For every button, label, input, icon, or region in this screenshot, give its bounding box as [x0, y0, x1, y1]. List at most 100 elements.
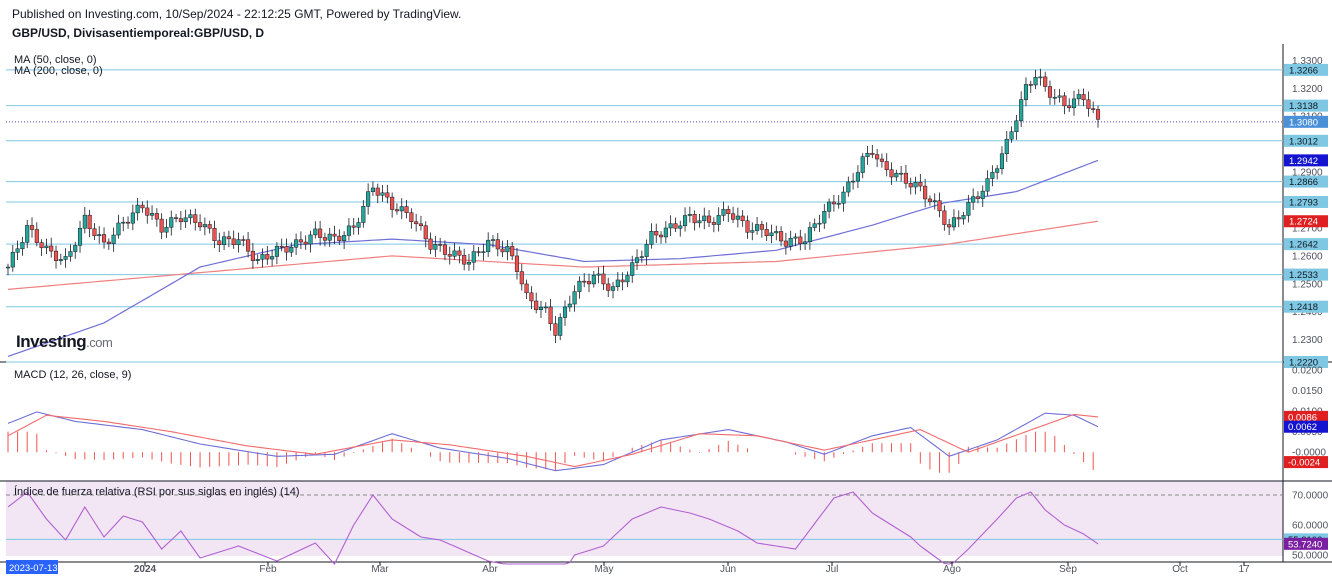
- candle-body: [985, 178, 990, 192]
- published-info: Published on Investing.com, 10/Sep/2024 …: [12, 7, 462, 21]
- candle-body: [927, 198, 932, 202]
- candle-body: [999, 153, 1005, 169]
- ma50-line: [7, 159, 1099, 357]
- candle-body: [217, 240, 222, 245]
- candle-body: [500, 248, 505, 253]
- candle-body: [980, 190, 985, 199]
- candle-body: [942, 210, 947, 225]
- price-label-level: 1.2220: [1289, 358, 1318, 369]
- candle-body: [975, 196, 981, 199]
- candle-body: [246, 239, 251, 252]
- candle-body: [178, 218, 183, 223]
- candle-body: [111, 234, 116, 244]
- candle-body: [836, 203, 841, 205]
- candle-body: [25, 225, 30, 243]
- price-label-box: [1284, 356, 1328, 368]
- candle-body: [106, 241, 111, 244]
- candle-body: [572, 291, 577, 305]
- candle-body: [193, 214, 198, 223]
- candle-body: [822, 211, 827, 224]
- candle-body: [558, 317, 563, 336]
- candle-body: [860, 156, 865, 173]
- time-tick-label: 2024: [134, 564, 157, 575]
- candle-body: [130, 212, 135, 224]
- candle-body: [183, 217, 188, 223]
- candle-body: [956, 217, 961, 220]
- candle-body: [779, 231, 784, 242]
- candle-body: [553, 323, 558, 336]
- price-label-level: 1.3012: [1289, 136, 1318, 147]
- candle-body: [519, 271, 524, 285]
- candle-body: [433, 244, 438, 250]
- candle-body: [92, 228, 97, 237]
- candle-body: [716, 215, 721, 225]
- price-label-box: [1284, 195, 1328, 208]
- time-tick-label: Abr: [482, 564, 498, 575]
- ma200-label[interactable]: MA (200, close, 0): [14, 65, 103, 77]
- candle-body: [788, 237, 793, 247]
- candle-body: [951, 217, 956, 228]
- time-tick-label: Mar: [371, 564, 389, 575]
- macd-value-macd: 0.0062: [1288, 422, 1317, 433]
- candle-body: [543, 306, 548, 309]
- ma50-label[interactable]: MA (50, close, 0): [14, 54, 97, 66]
- price-label-box: [1284, 215, 1328, 228]
- candle-body: [404, 206, 409, 213]
- candle-body: [327, 233, 332, 241]
- price-tick-label: 1.2600: [1292, 251, 1323, 262]
- price-label-box: [1284, 175, 1328, 188]
- symbol-title: GBP/USD, Divisasentiemporeal:GBP/USD, D: [12, 26, 265, 40]
- candle-body: [87, 214, 92, 230]
- candle-body: [466, 262, 472, 265]
- rsi-label[interactable]: Índice de fuerza relativa (RSI por sus s…: [14, 486, 300, 498]
- candle-body: [1052, 96, 1057, 99]
- candle-body: [841, 191, 846, 204]
- candle-body: [490, 239, 496, 241]
- candle-body: [831, 201, 836, 205]
- candle-body: [567, 303, 572, 308]
- price-tick-label: 1.2300: [1292, 335, 1323, 346]
- candle-body: [356, 222, 361, 228]
- candle-body: [154, 213, 159, 220]
- candle-body: [610, 286, 616, 291]
- candle-body: [1038, 76, 1043, 79]
- candle-body: [668, 223, 673, 229]
- macd-tick-label: -0.0000: [1292, 448, 1326, 459]
- price-label-box: [1284, 115, 1328, 128]
- candle-body: [423, 225, 428, 240]
- candle-body: [294, 239, 299, 248]
- price-label-level: 1.3138: [1289, 101, 1318, 112]
- time-tick-label: Ago: [943, 564, 961, 575]
- candle-body: [634, 257, 640, 263]
- candle-body: [495, 239, 500, 250]
- candle-body: [332, 233, 337, 237]
- price-label-level: 1.2793: [1289, 197, 1318, 208]
- price-label-ma200: 1.2724: [1289, 217, 1318, 228]
- time-tick-label: Jun: [720, 564, 736, 575]
- price-label-box: [1284, 300, 1328, 313]
- candle-body: [121, 221, 126, 224]
- candle-body: [255, 259, 260, 261]
- price-tick-label: 1.3200: [1292, 84, 1323, 95]
- candle-body: [44, 245, 49, 249]
- candle-body: [702, 215, 707, 222]
- signal-line: [7, 413, 1099, 468]
- candle-body: [639, 256, 644, 258]
- candle-body: [15, 248, 20, 253]
- candle-body: [855, 172, 860, 182]
- candle-body: [774, 231, 779, 234]
- candle-body: [58, 259, 63, 261]
- candle-body: [370, 187, 375, 192]
- candle-body: [514, 255, 520, 272]
- macd-line: [7, 411, 1099, 472]
- candle-body: [1019, 99, 1024, 122]
- candle-body: [562, 306, 568, 318]
- macd-label[interactable]: MACD (12, 26, close, 9): [14, 369, 132, 381]
- price-label-level: 1.2418: [1289, 302, 1318, 313]
- candle-body: [1067, 105, 1072, 109]
- candle-body: [1047, 86, 1053, 98]
- candle-body: [447, 254, 452, 257]
- candle-body: [783, 240, 788, 247]
- candle-body: [68, 251, 73, 257]
